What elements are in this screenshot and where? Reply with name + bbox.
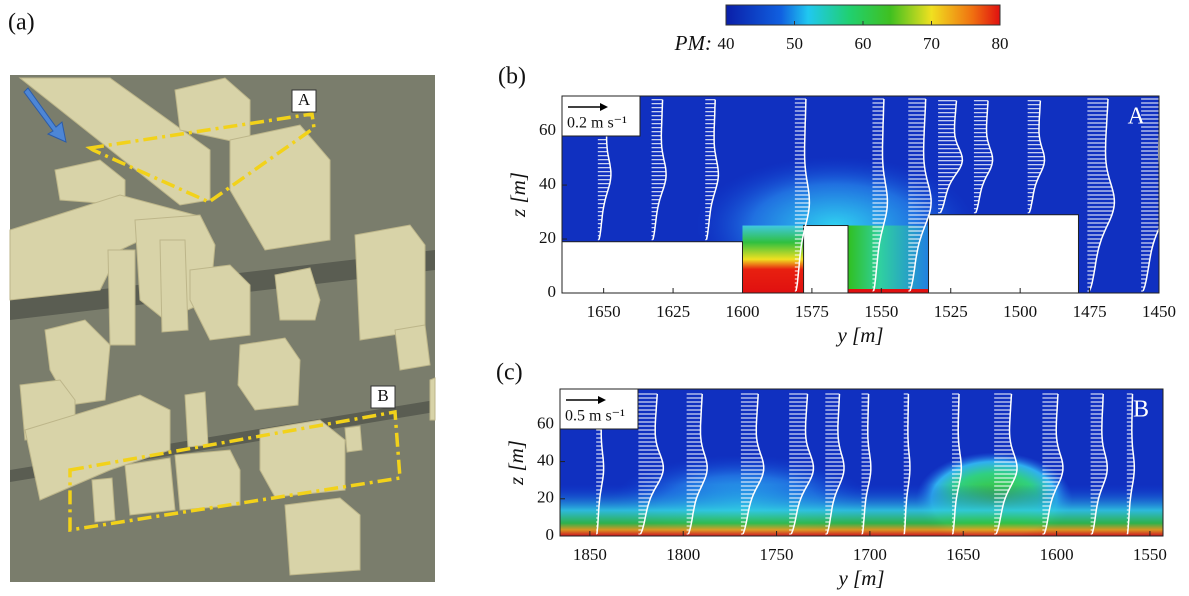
profile-envelope bbox=[975, 100, 994, 213]
scale-label: 0.2 m s⁻¹ bbox=[567, 115, 627, 132]
velocity-vectors bbox=[596, 393, 1136, 535]
profile-envelope bbox=[652, 99, 667, 240]
y-tick-label: 60 bbox=[539, 120, 556, 139]
y-tick-label: 0 bbox=[546, 525, 555, 544]
scale-box bbox=[561, 95, 641, 137]
scale-arrowhead bbox=[600, 103, 608, 111]
y-tick-label: 20 bbox=[539, 228, 556, 247]
profile-envelope bbox=[872, 98, 889, 292]
scale-arrowhead bbox=[598, 396, 606, 404]
profile-envelope bbox=[705, 99, 720, 240]
x-tick-label: 1600 bbox=[725, 302, 759, 321]
scale-box bbox=[559, 388, 639, 430]
x-tick-label: 1850 bbox=[573, 545, 607, 564]
region-label: A bbox=[1128, 104, 1146, 130]
canyon-plume bbox=[742, 225, 804, 293]
colorbar-tick-label: 70 bbox=[923, 34, 940, 53]
plot-frame bbox=[559, 388, 1164, 537]
y-tick-label: 20 bbox=[537, 488, 554, 507]
profile-envelope bbox=[939, 100, 964, 214]
x-axis-label: y [m] bbox=[836, 566, 884, 590]
plot-frame bbox=[561, 95, 1160, 294]
profile-envelope bbox=[1028, 100, 1046, 213]
x-tick-label: 1550 bbox=[864, 302, 898, 321]
panel-label: (c) bbox=[496, 360, 523, 386]
building bbox=[561, 241, 743, 294]
x-tick-label: 1575 bbox=[795, 302, 829, 321]
x-tick-label: 1450 bbox=[1142, 302, 1176, 321]
y-tick-label: 60 bbox=[537, 413, 554, 432]
x-tick-label: 1475 bbox=[1073, 302, 1107, 321]
y-tick-label: 40 bbox=[537, 450, 554, 469]
profile-envelope bbox=[639, 393, 665, 535]
region-box-label: A bbox=[298, 90, 311, 109]
profile-envelope bbox=[952, 393, 963, 535]
building bbox=[803, 225, 849, 294]
x-tick-label: 1800 bbox=[666, 545, 700, 564]
profile-envelope bbox=[909, 98, 932, 292]
y-tick-label: 0 bbox=[548, 282, 557, 301]
x-tick-label: 1600 bbox=[1040, 545, 1074, 564]
x-tick-label: 1650 bbox=[946, 545, 980, 564]
profile-envelope bbox=[742, 393, 765, 535]
profile-envelope bbox=[790, 393, 815, 535]
panel-label: (b) bbox=[498, 64, 526, 90]
x-axis-label: y [m] bbox=[835, 323, 883, 347]
colorbar-tick-label: 40 bbox=[718, 34, 735, 53]
profile-envelope bbox=[795, 98, 811, 292]
profile-envelope bbox=[995, 393, 1018, 535]
x-tick-label: 1500 bbox=[1003, 302, 1037, 321]
colorbar-tick-label: 60 bbox=[855, 34, 872, 53]
x-tick-label: 1525 bbox=[934, 302, 968, 321]
colorbar-label: PM: bbox=[674, 31, 712, 55]
region-box-label: B bbox=[377, 386, 388, 405]
canyon-floor bbox=[848, 289, 929, 293]
velocity-vectors bbox=[597, 98, 1159, 292]
scale-label: 0.5 m s⁻¹ bbox=[565, 408, 625, 425]
profile-envelope bbox=[826, 393, 845, 535]
x-tick-label: 1625 bbox=[656, 302, 690, 321]
profile-envelope bbox=[903, 394, 911, 535]
profile-envelope bbox=[861, 393, 872, 535]
profile-envelope bbox=[1126, 393, 1136, 535]
aerial-view bbox=[9, 75, 436, 582]
colorbar-tick-label: 80 bbox=[992, 34, 1009, 53]
colorbar-tick-label: 50 bbox=[786, 34, 803, 53]
panel-label: (a) bbox=[8, 10, 35, 36]
x-tick-label: 1750 bbox=[760, 545, 794, 564]
profile-envelope bbox=[687, 393, 708, 535]
x-tick-label: 1550 bbox=[1133, 545, 1167, 564]
profile-envelope bbox=[1142, 123, 1159, 292]
x-tick-label: 1650 bbox=[587, 302, 621, 321]
profile-envelope bbox=[1088, 98, 1116, 292]
profile-envelope bbox=[1091, 393, 1108, 535]
region-label: B bbox=[1133, 397, 1149, 423]
x-tick-label: 1700 bbox=[853, 545, 887, 564]
building bbox=[928, 214, 1079, 294]
y-axis-label: z [m] bbox=[506, 172, 530, 218]
profile-envelope bbox=[1043, 393, 1064, 535]
y-axis-label: z [m] bbox=[504, 440, 528, 486]
y-tick-label: 40 bbox=[539, 174, 556, 193]
